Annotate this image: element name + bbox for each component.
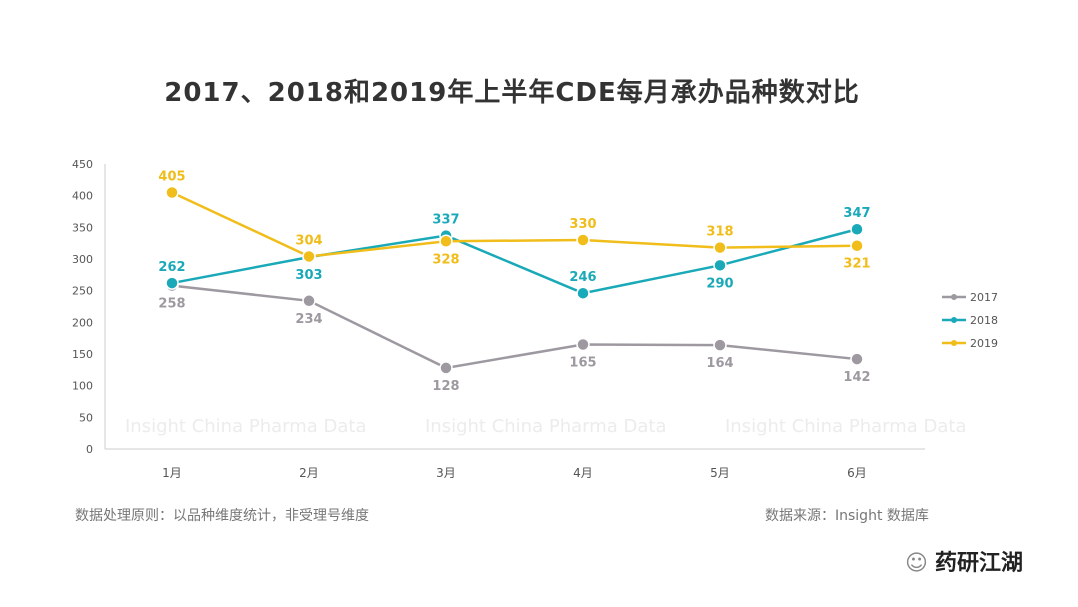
y-tick-label: 450 — [72, 158, 93, 171]
data-point-2019 — [439, 234, 453, 249]
y-tick-label: 200 — [72, 316, 93, 329]
data-point-2019 — [850, 238, 864, 253]
data-label-2019: 304 — [295, 233, 322, 248]
data-label-2018: 337 — [432, 213, 459, 228]
legend-label-2018: 2018 — [970, 314, 998, 327]
data-label-2018: 246 — [569, 270, 596, 285]
data-label-2018: 290 — [706, 276, 733, 291]
wechat-icon: ☺ — [905, 551, 935, 576]
footer-source: 数据来源：Insight 数据库 — [765, 508, 929, 524]
data-label-2017: 128 — [432, 379, 459, 394]
data-label-2018: 347 — [843, 206, 870, 221]
data-label-2017: 164 — [706, 356, 733, 371]
data-label-2019: 330 — [569, 217, 596, 232]
x-tick-label: 5月 — [710, 466, 730, 480]
data-label-2017: 234 — [295, 312, 322, 327]
data-label-2019: 405 — [158, 170, 185, 185]
data-point-2017 — [302, 294, 316, 308]
data-label-2019: 318 — [706, 225, 733, 240]
data-point-2019 — [302, 249, 316, 264]
data-label-2017: 142 — [843, 370, 870, 385]
data-point-2018 — [165, 276, 179, 290]
y-tick-label: 400 — [72, 190, 93, 203]
data-label-2017: 258 — [158, 297, 185, 312]
legend-marker — [951, 317, 957, 323]
series-line-2017 — [171, 284, 858, 370]
series-line-2018 — [171, 228, 858, 295]
data-point-2019 — [576, 233, 590, 247]
data-label-2019: 328 — [432, 252, 459, 267]
legend-marker — [951, 340, 957, 346]
data-point-2019 — [165, 185, 179, 200]
y-tick-label: 250 — [72, 285, 93, 298]
watermark-text: Insight China Pharma Data — [725, 416, 967, 437]
data-point-2018 — [850, 222, 864, 236]
chart-title: 2017、2018和2019年上半年CDE每月承办品种数对比 — [164, 78, 860, 108]
legend-label-2019: 2019 — [970, 337, 998, 350]
y-tick-label: 150 — [72, 348, 93, 361]
legend-marker — [951, 294, 957, 300]
data-point-2018 — [576, 286, 590, 300]
data-label-2018: 303 — [295, 268, 322, 283]
x-tick-label: 6月 — [847, 466, 867, 480]
data-label-2019: 321 — [843, 257, 870, 272]
data-point-2017 — [439, 361, 453, 375]
footer-note: 数据处理原则：以品种维度统计，非受理号维度 — [75, 508, 369, 524]
watermark-text: Insight China Pharma Data — [125, 416, 367, 437]
y-tick-label: 0 — [86, 443, 93, 456]
y-tick-label: 100 — [72, 380, 93, 393]
legend-label-2017: 2017 — [970, 291, 998, 304]
series-line-2019 — [171, 191, 858, 258]
y-tick-label: 50 — [79, 411, 93, 424]
data-point-2017 — [576, 337, 590, 352]
y-tick-label: 350 — [72, 221, 93, 234]
x-tick-label: 1月 — [162, 466, 182, 480]
y-tick-label: 300 — [72, 253, 93, 266]
data-point-2017 — [713, 338, 727, 352]
x-tick-label: 4月 — [573, 466, 593, 480]
data-label-2018: 262 — [158, 260, 185, 275]
data-label-2017: 165 — [569, 356, 596, 371]
watermark-text: Insight China Pharma Data — [425, 416, 667, 437]
wechat-logo: ☺ 药研江湖 — [905, 545, 1023, 577]
data-point-2017 — [850, 352, 864, 366]
logo-text: 药研江湖 — [934, 551, 1023, 576]
x-tick-label: 3月 — [436, 466, 456, 480]
data-point-2018 — [713, 258, 727, 273]
data-point-2019 — [713, 240, 727, 255]
x-tick-label: 2月 — [299, 466, 319, 480]
